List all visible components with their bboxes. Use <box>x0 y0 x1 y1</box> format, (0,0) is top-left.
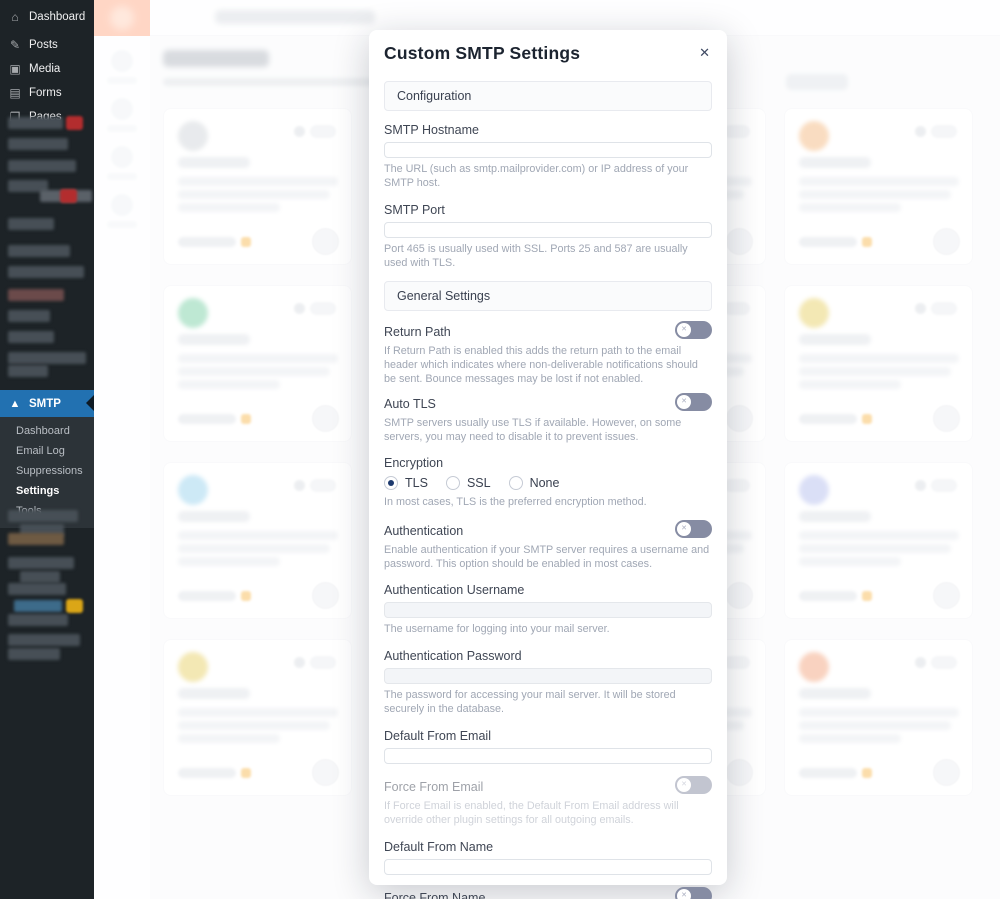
smtp-submenu-email-log[interactable]: Email Log <box>0 441 94 461</box>
screen: ⌂Dashboard✎Posts▣Media▤Forms❐Pages ▲ SMT… <box>0 0 1000 899</box>
default-from-name-label: Default From Name <box>384 840 712 854</box>
smtp-hostname-label: SMTP Hostname <box>384 123 712 137</box>
sidebar-item-label: SMTP <box>29 398 61 410</box>
force-from-email-label: Force From Email <box>384 780 483 794</box>
auth-password-input <box>384 668 712 684</box>
encryption-label: Encryption <box>384 456 712 470</box>
media-icon: ▣ <box>8 62 22 76</box>
close-icon[interactable]: ✕ <box>697 43 712 62</box>
force-from-email-help: If Force Email is enabled, the Default F… <box>384 799 712 827</box>
redacted-menu-item <box>8 245 70 257</box>
sidebar-item-dashboard[interactable]: ⌂Dashboard <box>0 0 94 33</box>
authentication-label: Authentication <box>384 524 463 538</box>
yellow-update-badge <box>66 599 83 613</box>
auth-password-label: Authentication Password <box>384 649 712 663</box>
smtp-port-label: SMTP Port <box>384 203 712 217</box>
redacted-menu-item <box>8 331 54 343</box>
encryption-help: In most cases, TLS is the preferred encr… <box>384 495 712 509</box>
current-menu-arrow <box>86 395 94 411</box>
redacted-menu-item <box>8 117 63 129</box>
red-update-badge <box>60 189 77 203</box>
section-general-settings: General Settings <box>384 281 712 311</box>
return-path-help: If Return Path is enabled this adds the … <box>384 344 712 386</box>
posts-icon: ✎ <box>8 38 22 52</box>
redacted-menu-item <box>8 352 86 364</box>
auth-password-help: The password for accessing your mail ser… <box>384 688 712 716</box>
return-path-label: Return Path <box>384 325 451 339</box>
encryption-option-tls[interactable]: TLS <box>384 476 428 490</box>
encryption-option-ssl[interactable]: SSL <box>446 476 491 490</box>
forms-icon: ▤ <box>8 86 22 100</box>
auth-username-input <box>384 602 712 618</box>
force-from-email-toggle <box>675 776 712 794</box>
redacted-menu-item <box>8 533 64 545</box>
smtp-submenu-dashboard[interactable]: Dashboard <box>0 421 94 441</box>
authentication-toggle[interactable] <box>675 520 712 538</box>
encryption-option-none[interactable]: None <box>509 476 560 490</box>
redacted-menu-item <box>8 266 84 278</box>
redacted-menu-item <box>8 634 80 646</box>
smtp-hostname-input[interactable] <box>384 142 712 158</box>
section-configuration: Configuration <box>384 81 712 111</box>
redacted-menu-item <box>8 289 64 301</box>
smtp-plugin-icon: ▲ <box>8 398 22 410</box>
modal-title: Custom SMTP Settings <box>384 43 580 64</box>
auth-username-help: The username for logging into your mail … <box>384 622 712 636</box>
smtp-port-input[interactable] <box>384 222 712 238</box>
auto-tls-help: SMTP servers usually use TLS if availabl… <box>384 416 712 444</box>
authentication-help: Enable authentication if your SMTP serve… <box>384 543 712 571</box>
redacted-menu-item <box>8 365 48 377</box>
auth-username-label: Authentication Username <box>384 583 712 597</box>
force-from-name-toggle[interactable] <box>675 887 712 899</box>
default-from-email-label: Default From Email <box>384 729 712 743</box>
wp-admin-sidebar: ⌂Dashboard✎Posts▣Media▤Forms❐Pages ▲ SMT… <box>0 0 94 899</box>
default-from-email-input[interactable] <box>384 748 712 764</box>
redacted-menu-item <box>8 218 54 230</box>
dashboard-icon: ⌂ <box>8 10 22 24</box>
encryption-radio-group: TLS SSL None <box>384 476 712 490</box>
radio-icon <box>509 476 523 490</box>
redacted-menu-item <box>8 648 60 660</box>
smtp-hostname-help: The URL (such as smtp.mailprovider.com) … <box>384 162 712 190</box>
return-path-toggle[interactable] <box>675 321 712 339</box>
radio-selected-icon <box>384 476 398 490</box>
redacted-menu-item <box>8 310 50 322</box>
radio-icon <box>446 476 460 490</box>
smtp-submenu-suppressions[interactable]: Suppressions <box>0 461 94 481</box>
force-from-name-label: Force From Name <box>384 891 485 899</box>
redacted-menu-item <box>20 571 60 583</box>
redacted-menu-item <box>8 557 74 569</box>
sidebar-item-media[interactable]: ▣Media <box>0 57 94 81</box>
redacted-menu-item <box>14 600 62 612</box>
default-from-name-input[interactable] <box>384 859 712 875</box>
redacted-menu-item <box>8 138 68 150</box>
redacted-menu-item <box>8 614 68 626</box>
sidebar-item-posts[interactable]: ✎Posts <box>0 33 94 57</box>
auto-tls-label: Auto TLS <box>384 397 436 411</box>
custom-smtp-settings-modal: Custom SMTP Settings ✕ Configuration SMT… <box>369 30 727 885</box>
redacted-menu-item <box>8 583 66 595</box>
smtp-submenu-settings[interactable]: Settings <box>0 481 94 501</box>
auto-tls-toggle[interactable] <box>675 393 712 411</box>
red-update-badge <box>66 116 83 130</box>
sidebar-item-smtp[interactable]: ▲ SMTP <box>0 390 94 417</box>
redacted-menu-item <box>8 160 76 172</box>
sidebar-item-forms[interactable]: ▤Forms <box>0 81 94 105</box>
redacted-menu-item <box>8 510 78 522</box>
smtp-port-help: Port 465 is usually used with SSL. Ports… <box>384 242 712 270</box>
